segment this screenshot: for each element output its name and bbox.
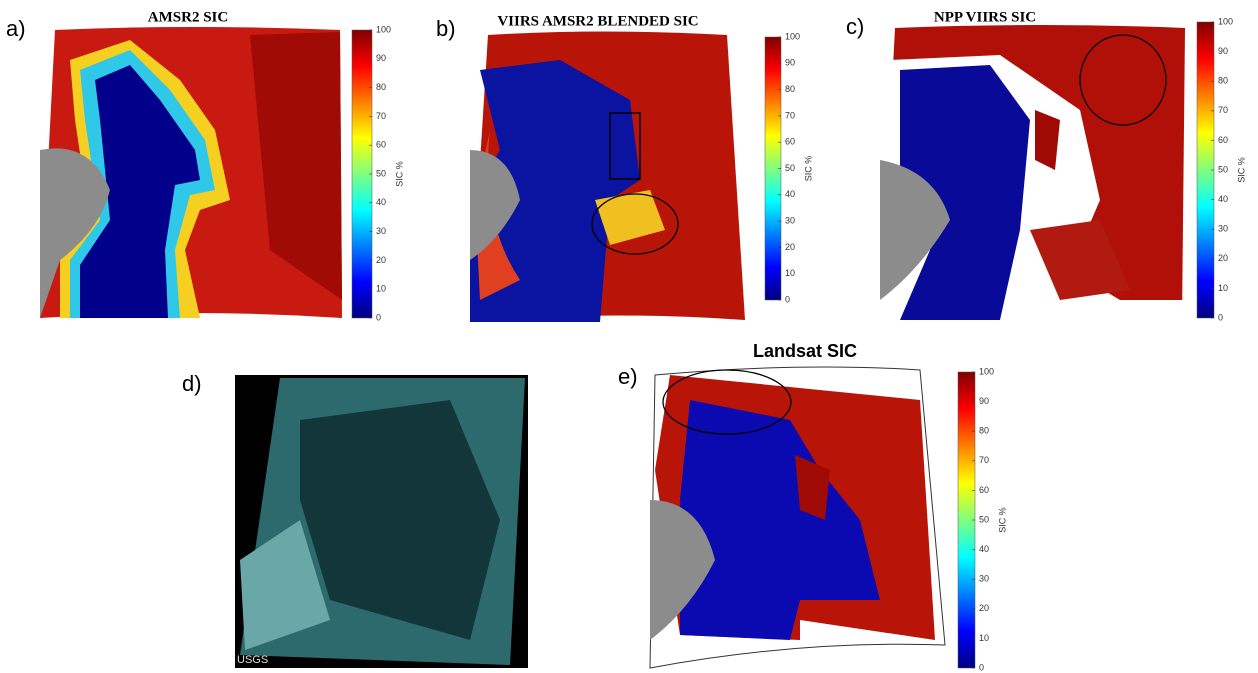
panel-label: c) xyxy=(846,14,864,39)
colorbar-tick-label: 30 xyxy=(376,226,386,236)
colorbar-tick-label: 100 xyxy=(1218,16,1233,26)
colorbar-label: SIC % xyxy=(394,161,404,187)
colorbar-tick-label: 40 xyxy=(785,189,795,199)
colorbar-tick-label: 60 xyxy=(979,485,989,495)
colorbar-tick-label: 0 xyxy=(979,662,984,672)
colorbar-tick-label: 50 xyxy=(376,168,386,178)
colorbar-tick-label: 50 xyxy=(979,514,989,524)
colorbar-tick-label: 90 xyxy=(376,53,386,63)
colorbar-tick-label: 70 xyxy=(979,455,989,465)
colorbar-tick-label: 30 xyxy=(979,574,989,584)
colorbar-tick-label: 80 xyxy=(785,84,795,94)
panel-title: VIIRS AMSR2 BLENDED SIC xyxy=(497,13,698,29)
colorbar-label: SIC % xyxy=(1236,157,1246,183)
colorbar-tick-label: 10 xyxy=(979,633,989,643)
colorbar-tick-label: 80 xyxy=(1218,76,1228,86)
colorbar-tick-label: 40 xyxy=(376,197,386,207)
map-e xyxy=(649,366,946,669)
map-c xyxy=(880,25,1185,320)
map-b xyxy=(470,31,745,322)
watermark: USGS xyxy=(237,654,268,666)
colorbar-tick-label: 50 xyxy=(1218,164,1228,174)
colorbar-tick-label: 30 xyxy=(785,215,795,225)
colorbar-tick-label: 30 xyxy=(1218,224,1228,234)
colorbar-tick-label: 70 xyxy=(1218,105,1228,115)
colorbar-tick-label: 20 xyxy=(376,255,386,265)
colorbar-tick-label: 60 xyxy=(785,137,795,147)
colorbar-tick-label: 20 xyxy=(979,603,989,613)
colorbar-tick-label: 70 xyxy=(785,110,795,120)
colorbar-tick-label: 100 xyxy=(376,24,391,34)
colorbar-tick-label: 90 xyxy=(1218,46,1228,56)
colorbar-tick-label: 10 xyxy=(376,284,386,294)
colorbar-tick-label: 40 xyxy=(979,544,989,554)
colorbar-tick-label: 20 xyxy=(1218,253,1228,263)
colorbar-tick-label: 20 xyxy=(785,242,795,252)
colorbar-tick-label: 10 xyxy=(1218,283,1228,293)
panel-label: a) xyxy=(6,16,26,41)
colorbar-tick-label: 70 xyxy=(376,111,386,121)
colorbar-tick-label: 100 xyxy=(785,31,800,41)
colorbar-tick-label: 90 xyxy=(979,396,989,406)
colorbar-tick-label: 10 xyxy=(785,268,795,278)
map-a xyxy=(40,27,342,318)
panel-label: d) xyxy=(182,371,202,396)
colorbar-tick-label: 80 xyxy=(979,426,989,436)
colorbar-tick-label: 60 xyxy=(376,140,386,150)
panel-label: e) xyxy=(618,364,638,389)
colorbar-tick-label: 90 xyxy=(785,58,795,68)
colorbar-tick-label: 80 xyxy=(376,82,386,92)
colorbar-tick-label: 0 xyxy=(785,294,790,304)
colorbar-tick-label: 60 xyxy=(1218,135,1228,145)
panel-label: b) xyxy=(436,16,456,41)
colorbar-label: SIC % xyxy=(997,507,1007,533)
panel-title: NPP VIIRS SIC xyxy=(934,9,1036,25)
colorbar-tick-label: 50 xyxy=(785,163,795,173)
colorbar-label: SIC % xyxy=(803,156,813,182)
colorbar-tick-label: 0 xyxy=(1218,312,1223,322)
colorbar-tick-label: 40 xyxy=(1218,194,1228,204)
satellite-image: USGS xyxy=(235,375,528,668)
colorbar-tick-label: 0 xyxy=(376,312,381,322)
colorbar-tick-label: 100 xyxy=(979,366,994,376)
panel-title: AMSR2 SIC xyxy=(148,9,228,25)
panel-title: Landsat SIC xyxy=(753,341,857,361)
